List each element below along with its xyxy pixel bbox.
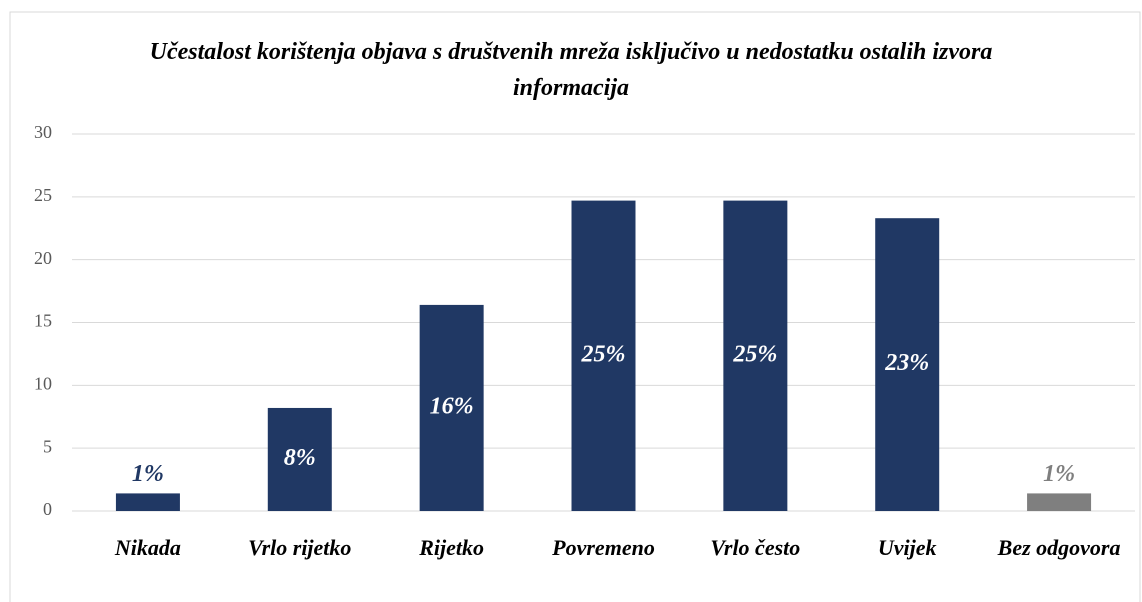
y-tick-label: 0: [43, 499, 52, 519]
x-tick-label: Uvijek: [877, 535, 937, 560]
bar: [571, 200, 636, 511]
y-tick-label: 15: [34, 311, 52, 331]
y-tick-label: 10: [34, 373, 52, 393]
value-label: 23%: [884, 350, 929, 376]
y-tick-label: 20: [34, 248, 52, 268]
value-label: 25%: [732, 341, 777, 367]
x-tick-label: Nikada: [114, 535, 181, 560]
x-tick-label: Vrlo rijetko: [248, 535, 352, 560]
value-label: 8%: [284, 445, 316, 471]
bar: [723, 200, 788, 511]
bar: [875, 218, 940, 512]
y-tick-label: 25: [34, 185, 52, 205]
x-tick-label: Rijetko: [419, 535, 485, 560]
chart-title: Učestalost korištenja objava s društveni…: [149, 39, 993, 101]
bar: [267, 407, 332, 511]
chart-frame: [9, 11, 1141, 602]
x-tick-label: Vrlo često: [710, 535, 801, 560]
y-tick-label: 30: [34, 122, 52, 142]
value-label: 1%: [132, 461, 164, 487]
bar: [115, 493, 180, 511]
value-label: 25%: [581, 341, 626, 367]
value-label: 16%: [430, 393, 474, 419]
x-tick-label: Bez odgovora: [997, 535, 1121, 560]
bar: [419, 304, 484, 511]
x-tick-label: Povremeno: [552, 535, 655, 560]
value-label: 1%: [1043, 461, 1075, 487]
bar: [1027, 493, 1092, 511]
y-tick-label: 5: [43, 436, 52, 456]
